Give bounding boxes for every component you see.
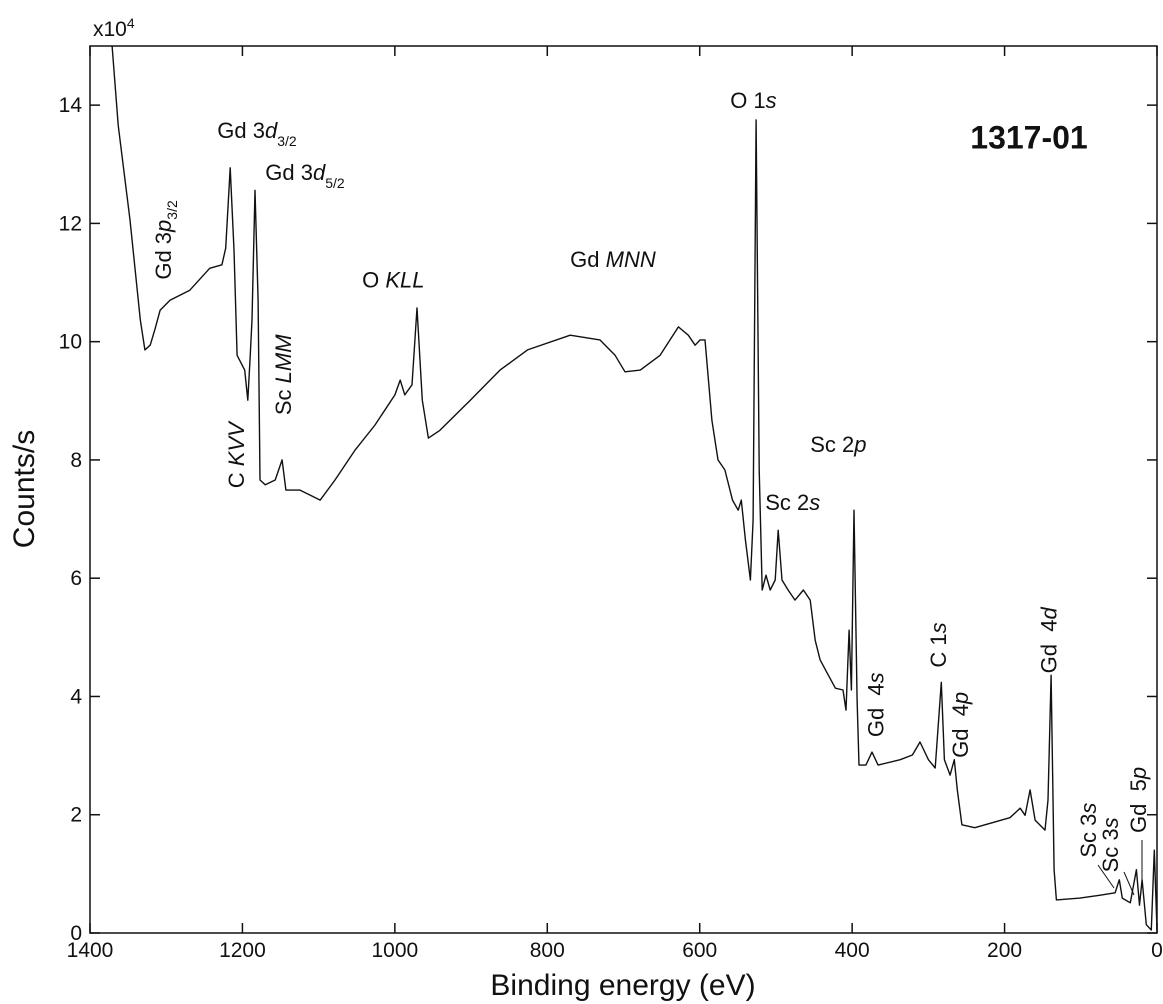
annotation: Gd 3d5/2 xyxy=(265,160,345,191)
x-tick-label: 1400 xyxy=(67,939,114,962)
y-tick-label: 0 xyxy=(70,922,82,945)
y-axis-title: Counts/s xyxy=(8,430,41,548)
plot-frame xyxy=(89,45,1158,934)
annotation: Gd 3p3/2 xyxy=(151,200,180,280)
text-part: d xyxy=(265,118,278,143)
annotation: Gd MNN xyxy=(570,247,656,272)
leader-line xyxy=(1097,864,1115,889)
annotation: Gd 5p xyxy=(1126,767,1151,833)
text-part: s xyxy=(1098,817,1123,828)
x-tick-label: 200 xyxy=(987,939,1022,962)
text-part: LMM xyxy=(271,334,296,384)
text-part: x10 xyxy=(93,18,127,41)
text-part: s xyxy=(863,672,888,683)
text-part: 4 xyxy=(127,15,135,31)
text-part: O xyxy=(362,267,385,292)
text-part: Gd 3 xyxy=(217,118,265,143)
text-part: Sc 3 xyxy=(1076,814,1101,858)
annotation: Sc 3s xyxy=(1076,803,1101,858)
annotation: 1317-01 xyxy=(970,119,1087,155)
text-part: KLL xyxy=(385,267,424,292)
annotation: O KLL xyxy=(362,267,424,292)
text-part: Sc 2 xyxy=(765,490,809,515)
annotation: Gd 4d xyxy=(1036,607,1061,674)
text-part: p xyxy=(853,432,866,457)
y-multiplier: x104 xyxy=(93,15,135,41)
x-tick-label: 400 xyxy=(835,939,870,962)
text-part: p xyxy=(948,692,973,705)
annotation: O 1s xyxy=(730,88,776,113)
text-part: Gd 4 xyxy=(863,683,888,737)
text-part: 1317-01 xyxy=(970,119,1087,155)
annotation: Gd 4p xyxy=(948,692,973,758)
annotation: Gd 3d3/2 xyxy=(217,118,297,149)
text-part: p xyxy=(151,220,176,233)
text-part: Gd 5 xyxy=(1126,779,1151,833)
text-part: MNN xyxy=(606,247,656,272)
text-part: d xyxy=(1036,607,1061,620)
annotation: Sc LMM xyxy=(271,334,296,415)
text-part: s xyxy=(926,622,951,633)
annotation: C KVV xyxy=(224,420,249,488)
annotation: C 1s xyxy=(926,622,951,667)
y-tick-label: 10 xyxy=(59,331,82,354)
text-part: p xyxy=(1126,767,1151,780)
text-part: C xyxy=(224,466,249,488)
x-tick-label: 600 xyxy=(682,939,717,962)
text-part: Gd xyxy=(570,247,605,272)
y-tick-label: 6 xyxy=(70,567,82,590)
x-axis-title: Binding energy (eV) xyxy=(490,969,755,1002)
y-tick-label: 14 xyxy=(59,94,83,117)
annotation: Sc 2p xyxy=(810,432,866,457)
text-part: 3/2 xyxy=(277,133,297,149)
text-part: 5/2 xyxy=(325,175,345,191)
x-tick-label: 1000 xyxy=(371,939,418,962)
text-part: Sc 3 xyxy=(1098,828,1123,872)
x-tick-label: 800 xyxy=(530,939,565,962)
x-tick-label: 1200 xyxy=(219,939,266,962)
text-part: KVV xyxy=(224,420,249,466)
text-part: 3/2 xyxy=(164,200,180,220)
text-part: O 1 xyxy=(730,88,765,113)
y-tick-label: 12 xyxy=(59,212,82,235)
y-tick-label: 4 xyxy=(70,685,82,708)
text-part: Sc 2 xyxy=(810,432,854,457)
text-part: Gd 4 xyxy=(948,704,973,758)
annotation: Sc 3s xyxy=(1098,817,1123,872)
annotation: Gd 4s xyxy=(863,672,888,737)
text-part: s xyxy=(809,490,820,515)
y-tick-label: 2 xyxy=(70,804,82,827)
text-part: Gd 4 xyxy=(1036,620,1061,674)
text-part: C 1 xyxy=(926,633,951,667)
text-part: Gd 3 xyxy=(151,232,176,280)
annotation: Sc 2s xyxy=(765,490,820,515)
x-tick-label: 0 xyxy=(1151,939,1163,962)
spectrum-line xyxy=(111,46,1157,931)
text-part: Gd 3 xyxy=(265,160,313,185)
text-part: s xyxy=(766,88,777,113)
y-tick-label: 8 xyxy=(70,449,82,472)
text-part: Sc xyxy=(271,383,296,415)
text-part: d xyxy=(313,160,326,185)
text-part: s xyxy=(1076,803,1101,814)
